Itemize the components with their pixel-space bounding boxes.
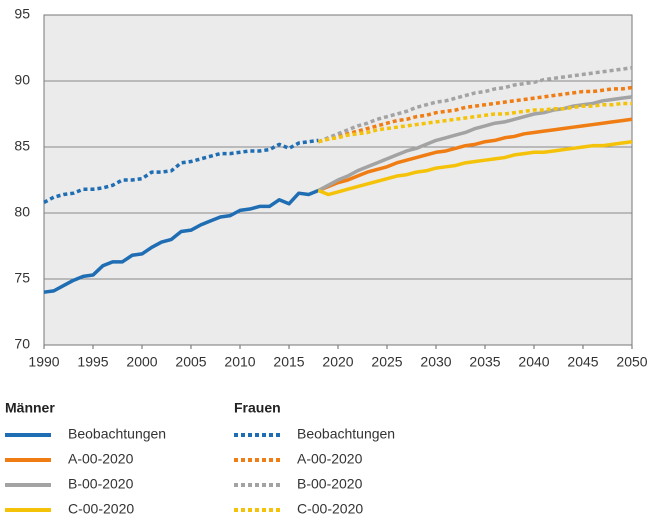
legend-group-title: Männer: [5, 400, 55, 416]
series-line: [317, 95, 633, 193]
series-line: [43, 188, 320, 294]
legend-group-title: Frauen: [234, 400, 281, 416]
legend-label: A-00-2020: [68, 451, 134, 467]
x-tick-label: 2015: [273, 354, 304, 370]
y-tick-label: 95: [14, 6, 30, 22]
x-tick-label: 2010: [224, 354, 255, 370]
legend-label: C-00-2020: [68, 501, 134, 517]
series-line: [317, 85, 633, 144]
y-tick-label: 90: [14, 72, 30, 88]
legend-label: B-00-2020: [68, 476, 134, 492]
x-tick-label: 2030: [420, 354, 451, 370]
x-tick-label: 1990: [28, 354, 59, 370]
x-tick-label: 2045: [567, 354, 598, 370]
x-tick-label: 2020: [322, 354, 353, 370]
series-line: [317, 117, 633, 193]
plot-border: [43, 14, 633, 346]
y-tick-label: 75: [14, 270, 30, 286]
x-tick-label: 2050: [616, 354, 647, 370]
series-line: [317, 139, 633, 197]
x-tick-label: 2035: [469, 354, 500, 370]
x-tick-label: 2005: [175, 354, 206, 370]
x-tick-label: 2000: [126, 354, 157, 370]
y-tick-label: 85: [14, 138, 30, 154]
series-line: [317, 66, 633, 144]
series-line: [43, 138, 319, 204]
y-tick-label: 70: [14, 336, 30, 352]
y-tick-label: 80: [14, 204, 30, 220]
x-tick-label: 2040: [518, 354, 549, 370]
legend-label: A-00-2020: [297, 451, 363, 467]
legend-label: B-00-2020: [297, 476, 363, 492]
legend-label: Beobachtungen: [68, 426, 166, 442]
legend-label: Beobachtungen: [297, 426, 395, 442]
x-tick-label: 1995: [77, 354, 108, 370]
legend-label: C-00-2020: [297, 501, 363, 517]
x-tick-label: 2025: [371, 354, 402, 370]
